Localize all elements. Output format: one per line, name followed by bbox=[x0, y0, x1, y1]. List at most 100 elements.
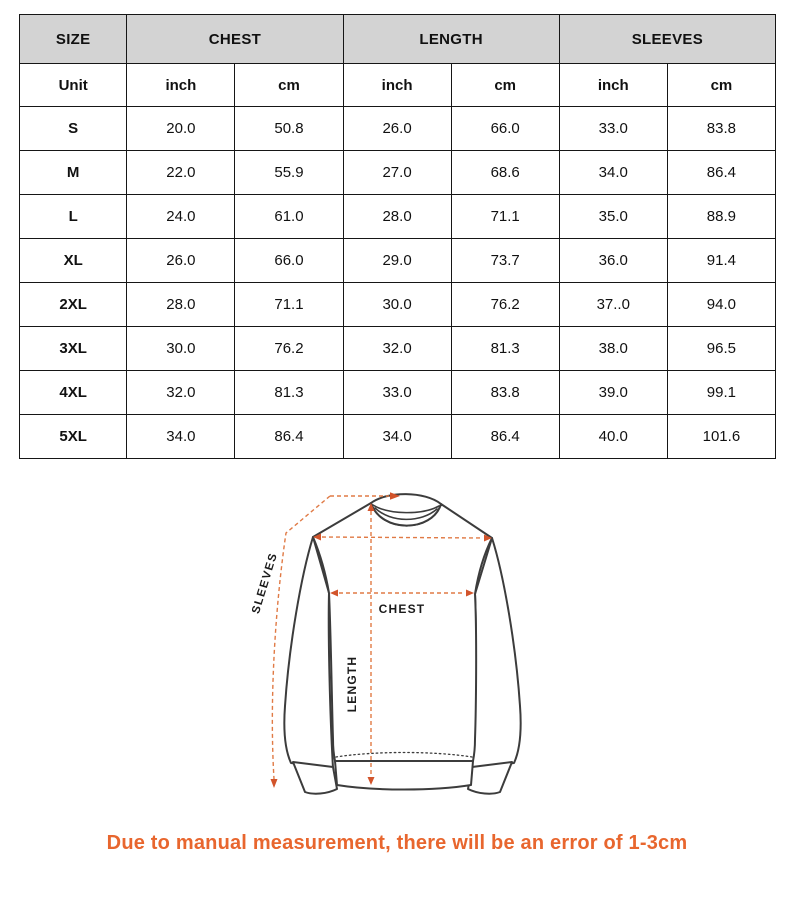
left-cuff bbox=[292, 761, 338, 795]
measurement-cell: 30.0 bbox=[342, 282, 452, 327]
measurement-cell: 29.0 bbox=[342, 238, 452, 283]
garment-outline bbox=[283, 493, 522, 795]
unit-cell: inch bbox=[342, 63, 452, 107]
arrow-right-icon bbox=[484, 534, 492, 542]
table-row: M 22.0 55.9 27.0 68.6 34.0 86.4 bbox=[18, 150, 777, 195]
sleeves-label: SLEEVES bbox=[250, 551, 280, 615]
size-label-cell: S bbox=[18, 106, 128, 151]
measurement-cell: 28.0 bbox=[342, 194, 452, 239]
measurement-cell: 27.0 bbox=[342, 150, 452, 195]
measurement-cell: 30.0 bbox=[126, 326, 236, 371]
measurement-cell: 96.5 bbox=[666, 326, 777, 371]
unit-cell: cm bbox=[666, 63, 777, 107]
measurement-cell: 20.0 bbox=[126, 106, 236, 151]
measurement-cell: 101.6 bbox=[666, 414, 777, 459]
measurement-cell: 40.0 bbox=[558, 414, 668, 459]
unit-cell: inch bbox=[558, 63, 668, 107]
shoulder-measure-line bbox=[321, 536, 484, 539]
measurement-cell: 71.1 bbox=[450, 194, 560, 239]
measurement-cell: 76.2 bbox=[234, 326, 344, 371]
measurement-cell: 28.0 bbox=[126, 282, 236, 327]
table-row: 4XL 32.0 81.3 33.0 83.8 39.0 99.1 bbox=[18, 370, 777, 415]
chest-label: CHEST bbox=[379, 602, 426, 616]
right-cuff bbox=[467, 761, 513, 795]
unit-cell: cm bbox=[234, 63, 344, 107]
measurement-cell: 37..0 bbox=[558, 282, 668, 327]
table-row: 3XL 30.0 76.2 32.0 81.3 38.0 96.5 bbox=[18, 326, 777, 371]
header-sleeves: SLEEVES bbox=[558, 14, 777, 64]
table-row: 2XL 28.0 71.1 30.0 76.2 37..0 94.0 bbox=[18, 282, 777, 327]
measurement-cell: 38.0 bbox=[558, 326, 668, 371]
measurement-cell: 86.4 bbox=[234, 414, 344, 459]
size-table-body: Unit inch cm inch cm inch cm S 20.0 50.8 26… bbox=[18, 63, 777, 459]
measurement-cell: 83.8 bbox=[450, 370, 560, 415]
size-label-cell: 2XL bbox=[18, 282, 128, 327]
measurement-cell: 26.0 bbox=[126, 238, 236, 283]
sleeve-measure-line bbox=[271, 495, 331, 780]
size-label-cell: 4XL bbox=[18, 370, 128, 415]
measurement-cell: 61.0 bbox=[234, 194, 344, 239]
table-row: L 24.0 61.0 28.0 71.1 35.0 88.9 bbox=[18, 194, 777, 239]
measurement-cell: 39.0 bbox=[558, 370, 668, 415]
size-label-cell: 5XL bbox=[18, 414, 128, 459]
collar-rib-line bbox=[374, 507, 438, 521]
size-label-cell: L bbox=[18, 194, 128, 239]
measurement-cell: 83.8 bbox=[666, 106, 777, 151]
header-length: LENGTH bbox=[342, 14, 560, 64]
body-torso bbox=[312, 502, 493, 762]
measurement-cell: 99.1 bbox=[666, 370, 777, 415]
length-label: LENGTH bbox=[345, 656, 359, 713]
measurement-cell: 32.0 bbox=[126, 370, 236, 415]
left-sleeve bbox=[283, 536, 334, 769]
size-label-cell: M bbox=[18, 150, 128, 195]
measurement-cell: 32.0 bbox=[342, 326, 452, 371]
header-size: SIZE bbox=[18, 14, 128, 64]
arrow-down-icon bbox=[270, 779, 278, 788]
measurement-cell: 81.3 bbox=[450, 326, 560, 371]
measurement-cell: 86.4 bbox=[450, 414, 560, 459]
collar-rib-line bbox=[372, 504, 440, 514]
hem-stitch-line bbox=[335, 751, 473, 758]
size-chart-table: SIZE CHEST LENGTH SLEEVES Unit inch cm i… bbox=[18, 14, 777, 459]
measurement-arrows bbox=[270, 492, 492, 788]
size-label-cell: XL bbox=[18, 238, 128, 283]
measurement-cell: 66.0 bbox=[450, 106, 560, 151]
unit-cell: inch bbox=[126, 63, 236, 107]
measurement-cell: 34.0 bbox=[342, 414, 452, 459]
measurement-error-note: Due to manual measurement, there will be… bbox=[106, 832, 688, 854]
measurement-lines bbox=[271, 495, 484, 780]
measurement-cell: 91.4 bbox=[666, 238, 777, 283]
measurement-cell: 50.8 bbox=[234, 106, 344, 151]
measurement-cell: 33.0 bbox=[558, 106, 668, 151]
arrow-right-icon bbox=[466, 589, 474, 597]
size-label-cell: 3XL bbox=[18, 326, 128, 371]
arrow-down-icon bbox=[367, 777, 375, 785]
unit-cell: cm bbox=[450, 63, 560, 107]
measurement-cell: 34.0 bbox=[126, 414, 236, 459]
arrow-right-icon bbox=[390, 492, 400, 500]
measurement-cell: 26.0 bbox=[342, 106, 452, 151]
arrow-left-icon bbox=[313, 533, 321, 541]
measurement-cell: 94.0 bbox=[666, 282, 777, 327]
measurement-cell: 55.9 bbox=[234, 150, 344, 195]
measurement-cell: 36.0 bbox=[558, 238, 668, 283]
measurement-cell: 22.0 bbox=[126, 150, 236, 195]
measurement-cell: 35.0 bbox=[558, 194, 668, 239]
header-chest: CHEST bbox=[126, 14, 344, 64]
measurement-cell: 71.1 bbox=[234, 282, 344, 327]
unit-row: Unit inch cm inch cm inch cm bbox=[18, 63, 777, 107]
measurement-cell: 66.0 bbox=[234, 238, 344, 283]
waistband bbox=[334, 760, 474, 791]
table-row: 5XL 34.0 86.4 34.0 86.4 40.0 101.6 bbox=[18, 414, 777, 459]
measurement-cell: 73.7 bbox=[450, 238, 560, 283]
measurement-cell: 34.0 bbox=[558, 150, 668, 195]
measurement-cell: 33.0 bbox=[342, 370, 452, 415]
table-header-row: SIZE CHEST LENGTH SLEEVES bbox=[18, 14, 777, 64]
measurement-cell: 68.6 bbox=[450, 150, 560, 195]
measurement-cell: 88.9 bbox=[666, 194, 777, 239]
sweatshirt-diagram-svg: SLEEVES CHEST LENGTH bbox=[250, 492, 522, 795]
sweatshirt-measurement-diagram: SLEEVES CHEST LENGTH bbox=[229, 471, 569, 816]
unit-label-cell: Unit bbox=[18, 63, 128, 107]
table-row: S 20.0 50.8 26.0 66.0 33.0 83.8 bbox=[18, 106, 777, 151]
measurement-cell: 81.3 bbox=[234, 370, 344, 415]
